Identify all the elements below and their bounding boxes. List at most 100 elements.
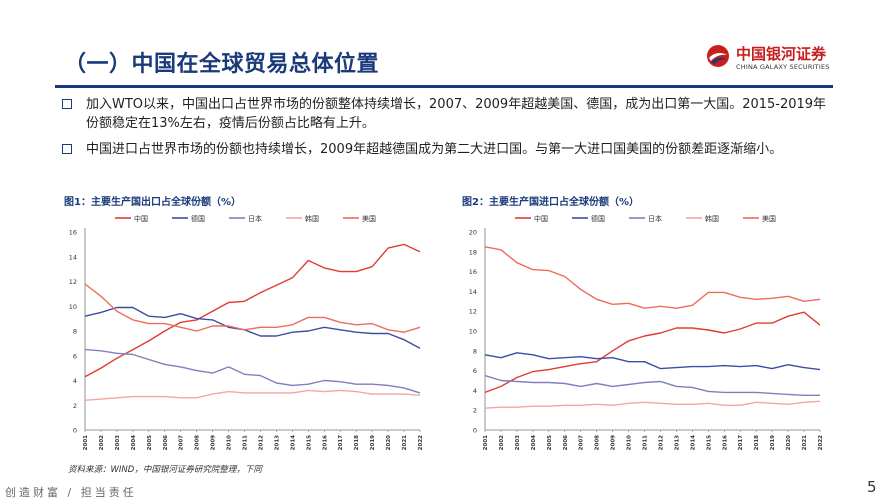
legend-label: 韩国 bbox=[705, 214, 719, 223]
series-line bbox=[484, 246, 821, 309]
x-tick-label: 2009 bbox=[611, 435, 617, 450]
y-tick-label: 12 bbox=[69, 278, 77, 286]
y-tick-label: 0 bbox=[473, 427, 477, 435]
bullet-item-imports: 中国进口占世界市场的份额也持续增长，2009年超越德国成为第二大进口国。与第一大… bbox=[62, 140, 837, 159]
x-tick-label: 2006 bbox=[163, 435, 169, 450]
x-tick-label: 2016 bbox=[322, 435, 328, 450]
y-tick-label: 20 bbox=[469, 229, 477, 237]
x-tick-label: 2016 bbox=[722, 435, 728, 450]
x-tick-label: 2015 bbox=[706, 435, 712, 450]
legend-label: 德国 bbox=[591, 214, 605, 223]
x-tick-label: 2006 bbox=[563, 435, 569, 450]
y-tick-label: 16 bbox=[469, 268, 477, 276]
x-tick-label: 2017 bbox=[738, 435, 744, 450]
y-tick-label: 8 bbox=[473, 347, 477, 355]
x-tick-label: 2014 bbox=[690, 435, 696, 450]
y-tick-label: 2 bbox=[473, 407, 477, 415]
y-tick-label: 16 bbox=[69, 229, 77, 237]
x-tick-label: 2015 bbox=[306, 435, 312, 450]
x-tick-label: 2007 bbox=[579, 435, 585, 450]
x-tick-label: 2022 bbox=[818, 435, 824, 450]
y-tick-label: 14 bbox=[69, 253, 77, 261]
series-line bbox=[484, 374, 820, 397]
legend-label: 中国 bbox=[134, 214, 148, 223]
x-tick-label: 2008 bbox=[195, 435, 201, 450]
y-tick-label: 0 bbox=[73, 427, 77, 435]
logo-english-name: CHINA GALAXY SECURITIES bbox=[736, 63, 830, 71]
y-tick-label: 6 bbox=[73, 352, 77, 360]
chart-legend: 中国 德国 日本 韩国 美国 bbox=[515, 214, 776, 223]
x-tick-label: 2009 bbox=[211, 435, 217, 450]
x-tick-label: 2013 bbox=[274, 435, 280, 450]
company-logo: 中国银河证券 CHINA GALAXY SECURITIES bbox=[700, 40, 840, 80]
galaxy-logo-icon bbox=[707, 45, 729, 67]
bullet-text: 加入WTO以来，中国出口占世界市场的份额整体持续增长，2007、2009年超越美… bbox=[86, 97, 827, 131]
x-tick-label: 2021 bbox=[402, 435, 408, 450]
y-tick-label: 12 bbox=[469, 308, 477, 316]
legend-label: 日本 bbox=[648, 214, 662, 223]
series-line bbox=[84, 306, 421, 349]
x-tick-label: 2002 bbox=[99, 435, 105, 450]
x-tick-label: 2019 bbox=[370, 435, 376, 450]
x-tick-label: 2021 bbox=[802, 435, 808, 450]
bullet-item-exports: 加入WTO以来，中国出口占世界市场的份额整体持续增长，2007、2009年超越美… bbox=[62, 95, 837, 133]
x-tick-label: 2005 bbox=[547, 435, 553, 450]
import-share-chart: 中国 德国 日本 韩国 美国 0 2 4 6 8 10 12 14 16 18 20 2001 2002 2003 2… bbox=[469, 214, 824, 450]
y-tick-label: 8 bbox=[73, 328, 77, 336]
series-line bbox=[484, 400, 821, 409]
x-tick-label: 2003 bbox=[115, 435, 121, 450]
series-line bbox=[484, 352, 821, 371]
bullet-text: 中国进口占世界市场的份额也持续增长，2009年超越德国成为第二大进口国。与第一大… bbox=[86, 142, 783, 157]
y-tick-label: 4 bbox=[73, 377, 77, 385]
title-rule bbox=[55, 85, 833, 88]
legend-label: 美国 bbox=[762, 214, 776, 223]
x-tick-label: 2011 bbox=[243, 435, 249, 450]
x-tick-label: 2017 bbox=[338, 435, 344, 450]
x-tick-label: 2007 bbox=[179, 435, 185, 450]
x-tick-label: 2018 bbox=[754, 435, 760, 450]
x-tick-label: 2001 bbox=[483, 435, 489, 450]
y-tick-label: 18 bbox=[469, 248, 477, 256]
x-tick-label: 2010 bbox=[627, 435, 633, 450]
x-tick-label: 2013 bbox=[674, 435, 680, 450]
x-tick-label: 2014 bbox=[290, 435, 296, 450]
y-tick-label: 6 bbox=[473, 367, 477, 375]
x-tick-label: 2012 bbox=[258, 435, 264, 450]
page-number: 5 bbox=[867, 478, 877, 496]
legend-label: 韩国 bbox=[305, 214, 319, 223]
x-tick-label: 2002 bbox=[499, 435, 505, 450]
legend-label: 中国 bbox=[534, 214, 548, 223]
series-line bbox=[84, 389, 421, 401]
series-line bbox=[84, 283, 421, 333]
x-tick-label: 2004 bbox=[131, 435, 137, 450]
x-tick-label: 2012 bbox=[658, 435, 664, 450]
footer-slogan: 创造财富 / 担当责任 bbox=[5, 486, 137, 499]
x-tick-label: 2008 bbox=[595, 435, 601, 450]
x-tick-label: 2004 bbox=[531, 435, 537, 450]
x-tick-label: 2020 bbox=[386, 435, 392, 450]
chart2-title: 图2：主要生产国进口占全球份额（%） bbox=[462, 197, 639, 208]
x-tick-label: 2010 bbox=[227, 435, 233, 450]
y-tick-label: 10 bbox=[69, 303, 77, 311]
legend-label: 美国 bbox=[362, 214, 376, 223]
legend-label: 日本 bbox=[248, 214, 262, 223]
chart-legend: 中国 德国 日本 韩国 美国 bbox=[115, 214, 376, 223]
legend-label: 德国 bbox=[191, 214, 205, 223]
x-tick-label: 2003 bbox=[515, 435, 521, 450]
y-tick-label: 10 bbox=[469, 328, 477, 336]
bullet-list: 加入WTO以来，中国出口占世界市场的份额整体持续增长，2007、2009年超越美… bbox=[62, 95, 837, 166]
y-tick-label: 14 bbox=[469, 288, 477, 296]
x-tick-label: 2011 bbox=[643, 435, 649, 450]
bullet-square-icon bbox=[62, 99, 72, 109]
page-title: （一）中国在全球贸易总体位置 bbox=[64, 52, 380, 77]
export-share-chart: 中国 德国 日本 韩国 美国 0 2 4 6 8 10 12 14 16 2001 2002 2003 2004 2… bbox=[69, 214, 424, 450]
x-tick-label: 2001 bbox=[83, 435, 89, 450]
source-note: 资料来源：WIND，中国银河证券研究院整理，下同 bbox=[68, 465, 262, 475]
x-tick-label: 2020 bbox=[786, 435, 792, 450]
series-line bbox=[84, 243, 421, 378]
x-tick-label: 2022 bbox=[418, 435, 424, 450]
series-line bbox=[84, 348, 421, 394]
x-tick-label: 2018 bbox=[354, 435, 360, 450]
y-tick-label: 4 bbox=[473, 387, 477, 395]
y-tick-label: 2 bbox=[73, 402, 77, 410]
